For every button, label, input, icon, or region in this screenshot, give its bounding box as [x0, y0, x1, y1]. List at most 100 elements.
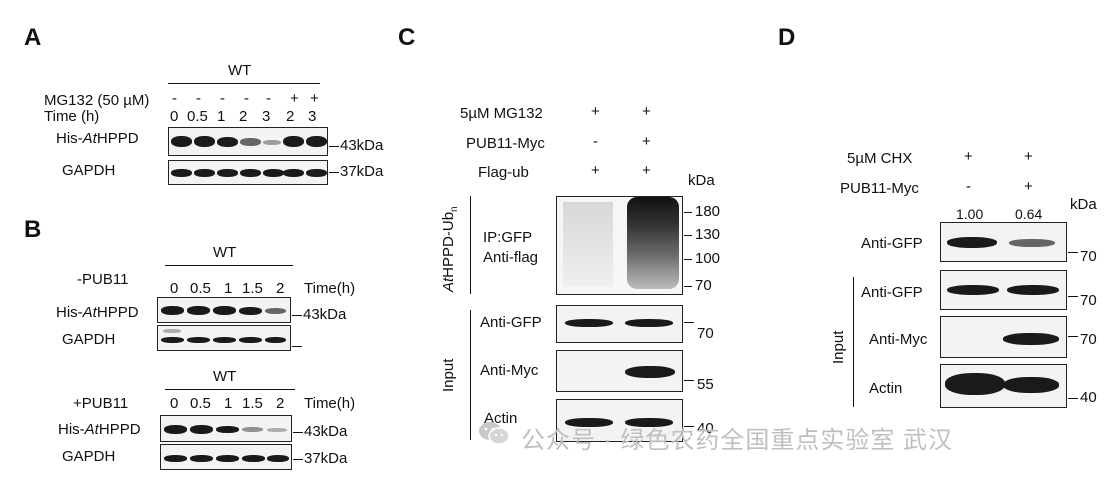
panel-a-row2-label: GAPDH — [62, 162, 116, 179]
panel-c-cond3-value-1: + — [591, 162, 600, 179]
panel-b-bottom-time-label: Time(h) — [304, 395, 356, 412]
panel-b-bottom-time-value-2: 0.5 — [190, 395, 211, 412]
panel-b-bottom-wt: WT — [213, 368, 237, 385]
panel-c-cond3-value-2: + — [642, 162, 651, 179]
panel-c-row2-marker: 55 — [697, 376, 714, 393]
panel-a-blot-gapdh — [168, 160, 328, 185]
panel-d-top-marker: 70 — [1080, 248, 1097, 265]
panel-c-row2-label: Anti-Myc — [480, 362, 539, 379]
panel-b-bottom-row1-label: His-AtHPPD — [58, 421, 141, 438]
panel-c-cond2-value-1: - — [593, 133, 598, 150]
panel-b-top-time-value-5: 2 — [276, 280, 285, 297]
panel-b-top-blot-hppd — [157, 297, 291, 323]
panel-a-time-value-4: 2 — [239, 108, 248, 125]
panel-a-time-value-3: 1 — [217, 108, 226, 125]
panel-d-row1-marker: 70 — [1080, 292, 1097, 309]
panel-b-top-blot-gapdh — [157, 325, 291, 351]
panel-a-mg132-value-7: + — [310, 90, 319, 107]
panel-d-row2-marker: 70 — [1080, 331, 1097, 348]
panel-c-bracket-input — [470, 310, 472, 440]
watermark-text: 公众号 · 绿色农药全国重点实验室 武汉 — [521, 427, 953, 454]
panel-b-top-row1-label: His-AtHPPD — [56, 304, 139, 321]
panel-c-cond1-value-1: + — [591, 103, 600, 120]
panel-a-time-value-7: 3 — [308, 108, 317, 125]
panel-d-blot-gfp — [940, 270, 1067, 310]
panel-c-ip-tick-3 — [684, 259, 692, 260]
panel-c-row1-marker: 70 — [697, 325, 714, 342]
panel-b-bottom-time-value-3: 1 — [224, 395, 233, 412]
panel-b-bottom-blot-gapdh — [160, 444, 292, 470]
panel-b-bottom-time-value-4: 1.5 — [242, 395, 263, 412]
panel-d-input-label: Input — [830, 330, 847, 364]
panel-d-blot-myc — [940, 316, 1067, 358]
panel-b-label: B — [24, 216, 42, 243]
wechat-icon — [479, 422, 510, 445]
panel-b-top-time-label: Time(h) — [304, 280, 356, 297]
panel-d-row3-marker: 40 — [1080, 389, 1097, 406]
panel-b-top-time-value-4: 1.5 — [242, 280, 263, 297]
panel-b-top-wt-line — [165, 265, 293, 267]
panel-c-ip-tick-4 — [684, 286, 692, 287]
panel-d-quant-2: 0.64 — [1015, 206, 1043, 222]
panel-d-label: D — [778, 24, 796, 51]
panel-a-mg132-value-4: - — [244, 90, 249, 107]
panel-c-blot-gfp — [556, 305, 683, 343]
panel-d-row2-label: Anti-Myc — [869, 331, 928, 348]
panel-a-time-value-6: 2 — [286, 108, 295, 125]
panel-c-ip-tick-2 — [684, 235, 692, 236]
panel-a-row1-label: His-AtHPPD — [56, 130, 139, 147]
panel-c-ip-label1: IP:GFP — [483, 229, 533, 246]
panel-c-ip-label2: Anti-flag — [483, 249, 539, 266]
panel-a-time-label: Time (h) — [44, 108, 100, 125]
panel-a-time-value-2: 0.5 — [187, 108, 208, 125]
panel-b-top-row2-label: GAPDH — [62, 331, 116, 348]
panel-d-top-label: Anti-GFP — [861, 235, 923, 252]
panel-b-top-cond: -PUB11 — [77, 271, 129, 288]
panel-a-time-value-5: 3 — [262, 108, 271, 125]
panel-a-mg132-label: MG132 (50 µM) — [44, 92, 150, 109]
panel-d-quant-1: 1.00 — [956, 206, 984, 222]
panel-d-row3-label: Actin — [869, 380, 903, 397]
panel-a-label: A — [24, 24, 42, 51]
panel-c-vertical-label: AtHPPD-Ubn — [440, 206, 460, 292]
panel-d-cond1-value-1: + — [964, 148, 973, 165]
panel-c-label: C — [398, 24, 416, 51]
panel-a-mg132-value-1: - — [172, 90, 177, 107]
panel-c-cond2: PUB11-Myc — [466, 135, 545, 152]
panel-a-mg132-value-3: - — [220, 90, 225, 107]
panel-a-mg132-value-2: - — [196, 90, 201, 107]
panel-a-wt: WT — [228, 62, 252, 79]
panel-b-bottom-blot-hppd — [160, 415, 292, 442]
panel-c-ip-marker-2: 130 — [695, 226, 721, 243]
panel-d-cond1-value-2: + — [1024, 148, 1033, 165]
panel-c-row1-label: Anti-GFP — [480, 314, 542, 331]
panel-c-cond1: 5µM MG132 — [460, 105, 543, 122]
panel-b-bottom-time-value-1: 0 — [170, 395, 179, 412]
panel-b-bottom-row2-label: GAPDH — [62, 448, 116, 465]
panel-b-bottom-row2-mw: 37kDa — [304, 450, 348, 467]
panel-b-bottom-time-value-5: 2 — [276, 395, 285, 412]
panel-b-bottom-wt-line — [165, 389, 295, 391]
panel-a-mg132-value-5: - — [266, 90, 271, 107]
panel-d-cond2: PUB11-Myc — [840, 180, 919, 197]
panel-c-ip-tick-1 — [684, 212, 692, 213]
panel-c-row3-marker: 40 — [697, 420, 714, 437]
panel-c-input-label: Input — [440, 358, 457, 392]
panel-a-blot-hppd — [168, 127, 328, 156]
panel-c-bracket-top — [470, 196, 472, 294]
panel-a-wt-line — [168, 83, 320, 85]
panel-c-blot-myc — [556, 350, 683, 392]
panel-a-time-value-1: 0 — [170, 108, 179, 125]
panel-d-kda: kDa — [1070, 196, 1097, 213]
panel-c-cond1-value-2: + — [642, 103, 651, 120]
panel-c-cond2-value-2: + — [642, 133, 651, 150]
panel-c-blot-actin — [556, 399, 683, 442]
panel-b-top-time-value-3: 1 — [224, 280, 233, 297]
panel-d-blot-actin — [940, 364, 1067, 408]
panel-b-top-time-value-1: 0 — [170, 280, 179, 297]
panel-c-ip-marker-3: 100 — [695, 250, 721, 267]
panel-d-row1-label: Anti-GFP — [861, 284, 923, 301]
panel-d-bracket-input — [853, 277, 855, 407]
panel-b-top-time-value-2: 0.5 — [190, 280, 211, 297]
panel-c-kda: kDa — [688, 172, 715, 189]
